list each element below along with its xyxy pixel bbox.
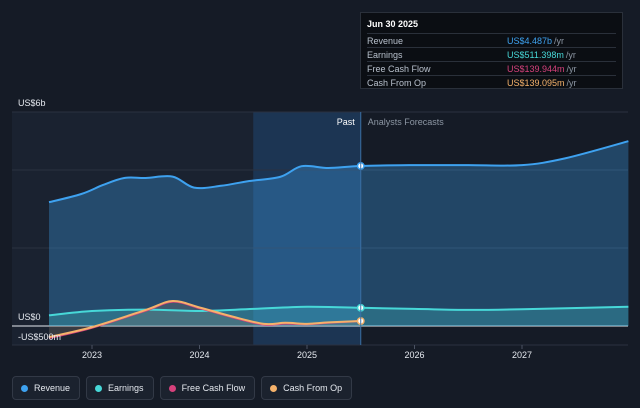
x-axis-ticks: 2023 2024 2025 2026 2027 xyxy=(82,345,532,360)
legend-label: Revenue xyxy=(34,383,71,393)
x-tick-label: 2023 xyxy=(82,350,102,360)
tooltip-row-unit: /yr xyxy=(565,49,576,60)
x-tick-label: 2027 xyxy=(512,350,532,360)
tooltip-row-value: US$511.398m xyxy=(507,49,564,60)
legend-item-earnings[interactable]: Earnings xyxy=(86,376,154,400)
tooltip-row-unit: /yr xyxy=(566,63,577,74)
tooltip-row: Cash From Op US$139.095m/yr xyxy=(367,75,616,89)
earnings-line xyxy=(48,305,629,317)
tooltip-row-unit: /yr xyxy=(554,35,565,46)
legend-dot-icon xyxy=(95,384,103,392)
revenue-line xyxy=(48,140,629,204)
y-tick-label-bottom: -US$500m xyxy=(18,332,61,342)
legend-item-free-cash-flow[interactable]: Free Cash Flow xyxy=(159,376,256,400)
legend-dot-icon xyxy=(168,384,176,392)
tooltip-row-label: Earnings xyxy=(367,49,403,60)
cash-from-op-area xyxy=(49,300,361,338)
legend-label: Earnings xyxy=(108,383,144,393)
revenue-area xyxy=(49,141,629,326)
legend: Revenue Earnings Free Cash Flow Cash From O… xyxy=(12,376,353,400)
tooltip-row-unit: /yr xyxy=(566,77,577,88)
x-tick-label: 2024 xyxy=(189,350,209,360)
legend-label: Free Cash Flow xyxy=(181,383,246,393)
tooltip-row-value: US$139.944m xyxy=(507,63,565,74)
gridlines xyxy=(12,111,628,346)
tooltip-row-label: Cash From Op xyxy=(367,77,427,88)
x-tick-label: 2026 xyxy=(404,350,424,360)
legend-label: Cash From Op xyxy=(283,383,343,393)
legend-dot-icon xyxy=(21,384,28,392)
y-tick-label-zero: US$0 xyxy=(18,312,41,322)
legend-item-revenue[interactable]: Revenue xyxy=(12,376,81,400)
tooltip-rows: Revenue US$4.487b/yr Earnings US$511.398m/y… xyxy=(367,33,616,89)
tooltip: Jun 30 2025 Revenue US$4.487b/yr Earnings U… xyxy=(360,12,623,89)
tooltip-date: Jun 30 2025 xyxy=(367,19,419,29)
past-label: Past xyxy=(337,117,356,127)
series-lines xyxy=(48,140,629,340)
tooltip-row: Earnings US$511.398m/yr xyxy=(367,47,616,61)
y-tick-label-top: US$6b xyxy=(18,98,46,108)
legend-dot-icon xyxy=(270,384,278,392)
tooltip-row-value: US$4.487b xyxy=(507,35,553,46)
tooltip-row-label: Free Cash Flow xyxy=(367,63,431,74)
cash-from-op-line xyxy=(48,299,361,339)
forecast-label: Analysts Forecasts xyxy=(368,117,445,127)
tooltip-row-label: Revenue xyxy=(367,35,404,46)
legend-item-cash-from-op[interactable]: Cash From Op xyxy=(261,376,353,400)
x-tick-label: 2025 xyxy=(297,350,317,360)
tooltip-row-value: US$139.095m xyxy=(507,77,565,88)
tooltip-row: Free Cash Flow US$139.944m/yr xyxy=(367,61,616,75)
tooltip-row: Revenue US$4.487b/yr xyxy=(367,33,616,47)
